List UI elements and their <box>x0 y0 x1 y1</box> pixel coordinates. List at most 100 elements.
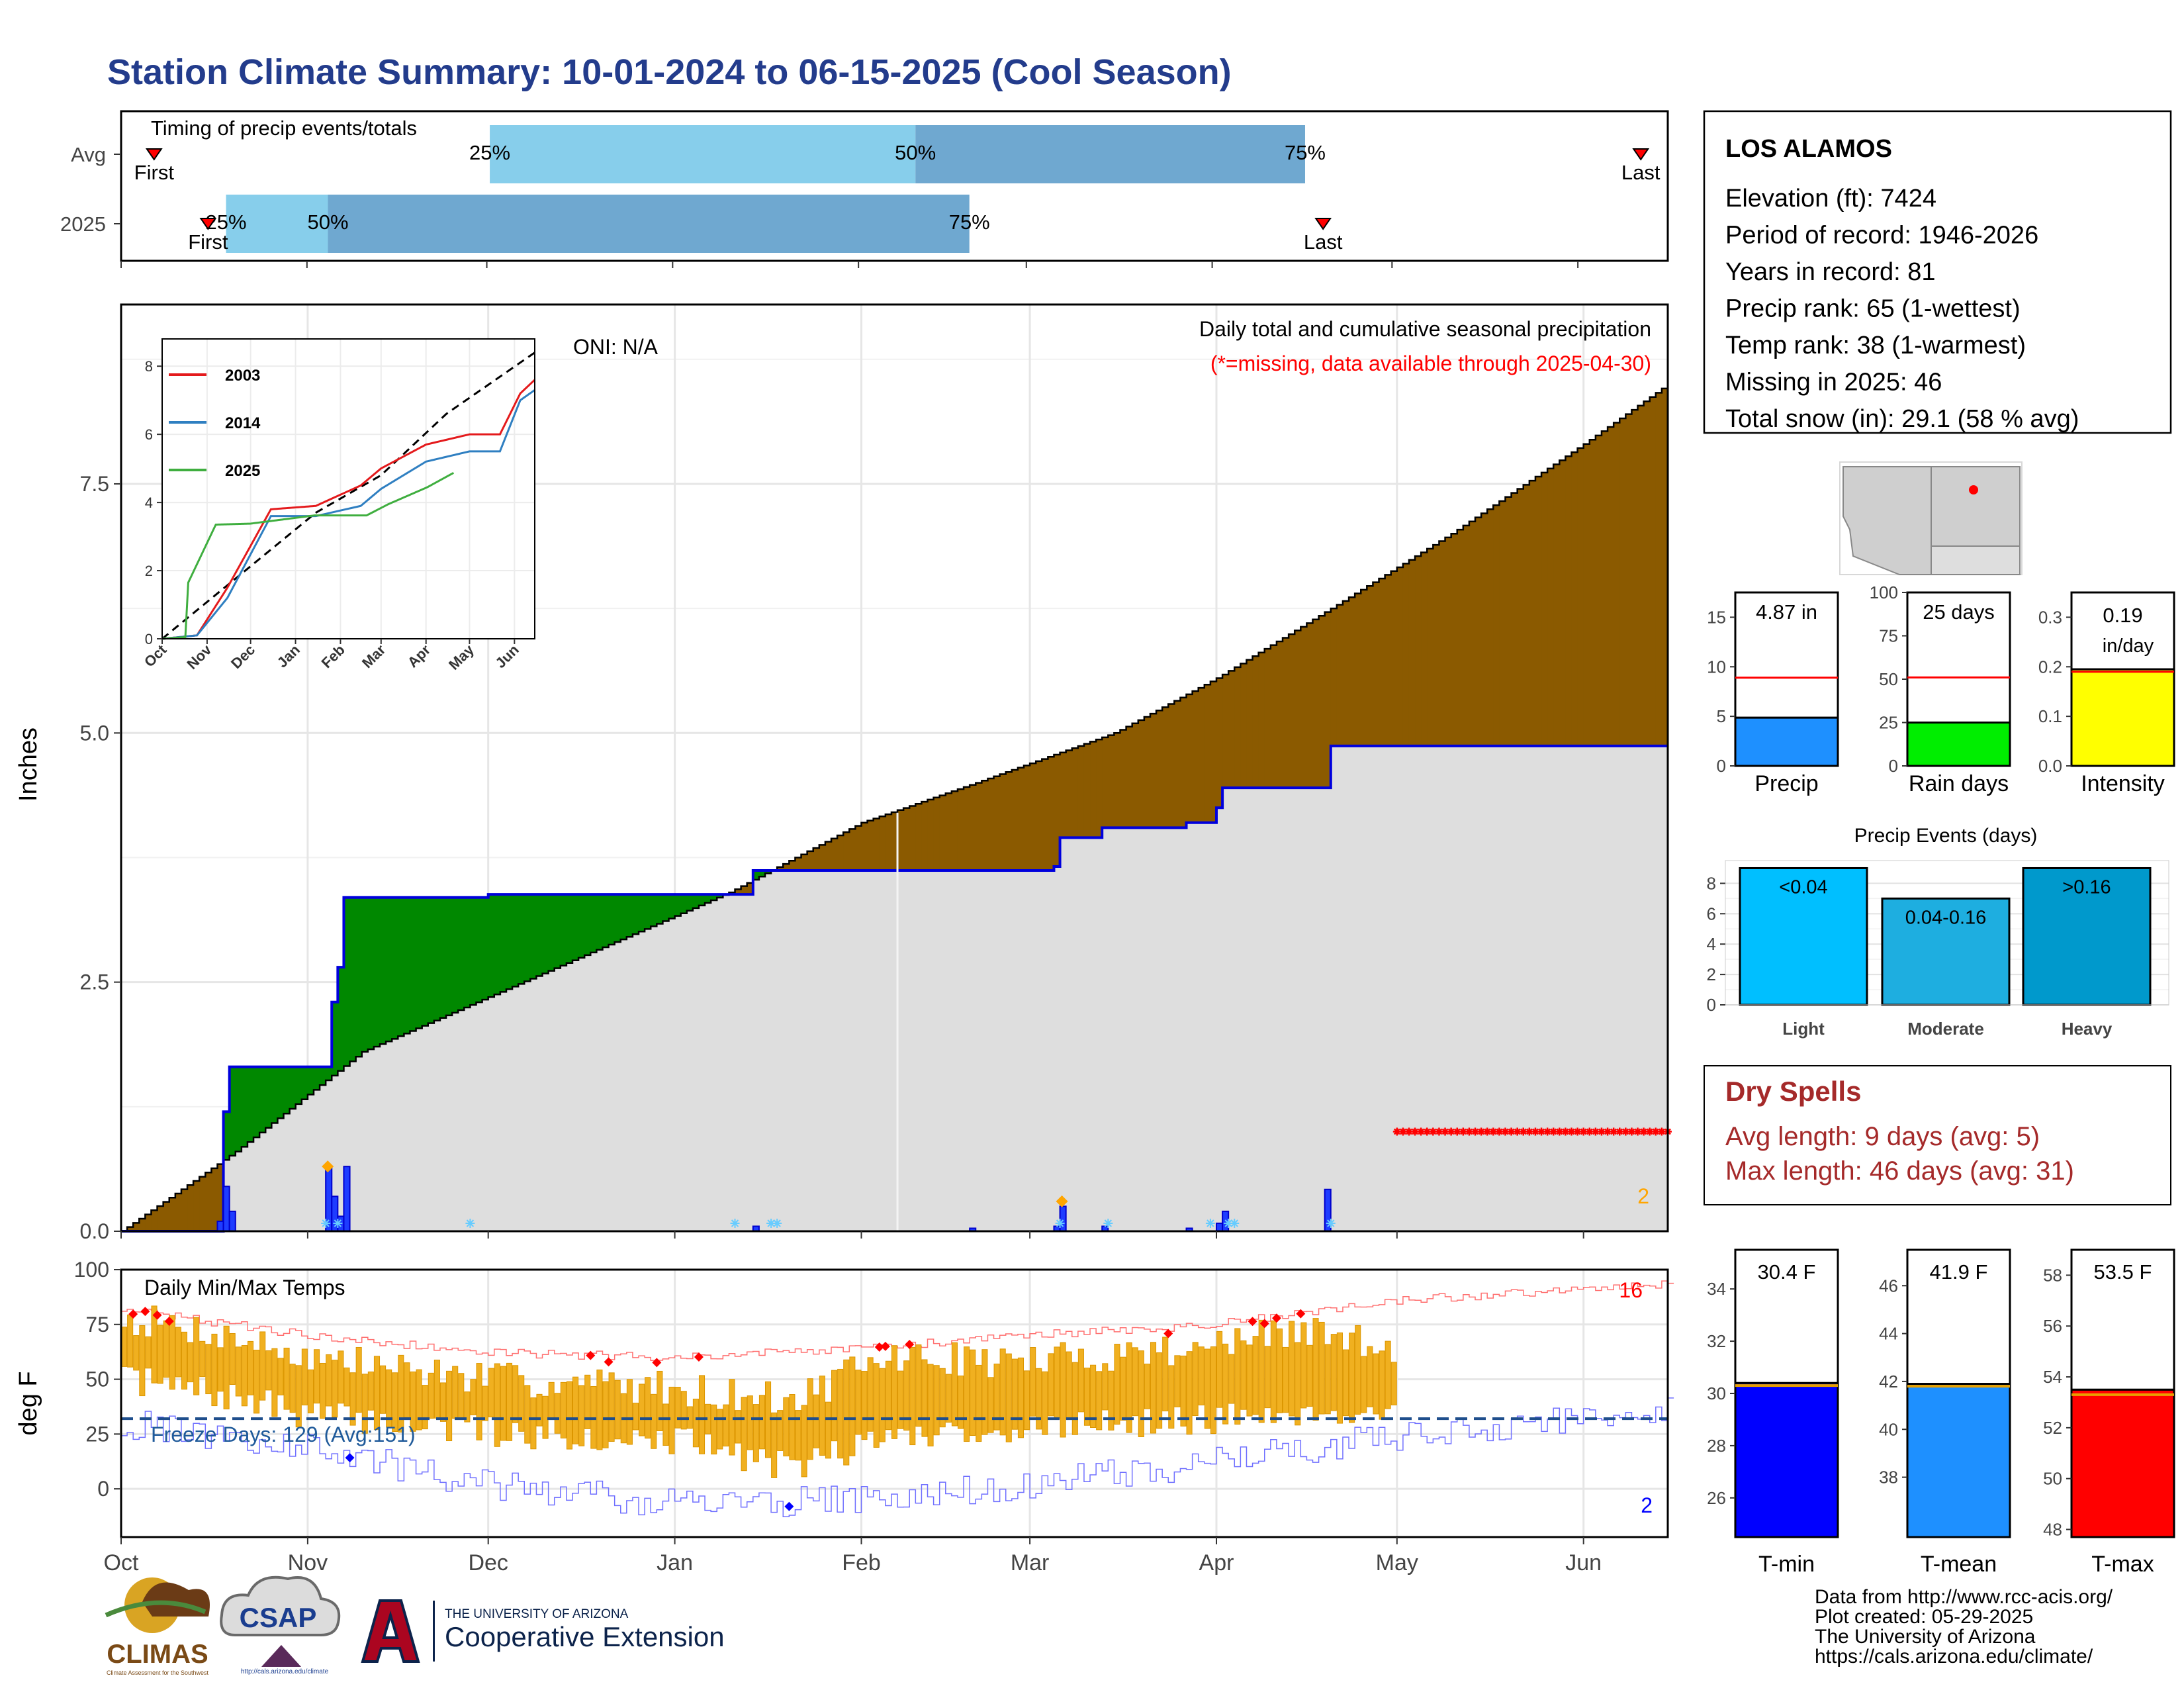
daily-temp-bar <box>446 1370 453 1442</box>
deficit-area <box>801 854 808 871</box>
daily-temp-bar <box>632 1403 639 1430</box>
timing-marker-icon <box>1314 218 1332 230</box>
daily-temp-bar <box>1283 1346 1289 1413</box>
deficit-area <box>1126 726 1133 828</box>
daily-temp-bar <box>1342 1349 1349 1417</box>
daily-temp-bar <box>981 1349 988 1435</box>
deficit-area <box>1083 743 1091 838</box>
daily-precip-bar <box>1059 1205 1067 1233</box>
inset-legend-label: 2025 <box>225 462 260 480</box>
daily-temp-bar <box>903 1360 910 1431</box>
surplus-area <box>326 1066 332 1081</box>
deficit-area <box>795 857 802 871</box>
new-mexico-shape <box>1931 466 2021 547</box>
daily-temp-bar <box>1174 1355 1181 1407</box>
daily-temp-bar <box>199 1340 206 1378</box>
dry-spells-avg: Avg length: 9 days (avg: 5) <box>1725 1122 2040 1151</box>
missing-note: (*=missing, data available through 2025-… <box>1210 352 1651 375</box>
surplus-area <box>416 897 423 1029</box>
deficit-area <box>1192 690 1199 823</box>
temp-panel: 0 25 50 75 100 Oct Nov Dec Jan Feb Mar Apr May Jun de… <box>15 1258 1674 1575</box>
surplus-area <box>361 897 369 1053</box>
deficit-area <box>133 1223 140 1231</box>
oni-label: ONI: N/A <box>573 335 659 359</box>
surplus-area <box>488 894 495 998</box>
deficit-area <box>1577 447 1584 746</box>
month-tick-label: Apr <box>1199 1550 1234 1575</box>
daily-temp-bar <box>253 1350 260 1414</box>
daily-temp-bar <box>1017 1357 1024 1438</box>
daily-temp-bar <box>1005 1353 1012 1442</box>
missing-data-marker-icon <box>1591 1127 1600 1136</box>
daily-temp-bar <box>1180 1355 1187 1427</box>
deficit-area <box>1258 652 1265 788</box>
missing-data-marker-icon <box>1495 1127 1504 1136</box>
mini-temp-tick-label: 42 <box>1879 1372 1898 1391</box>
daily-temp-bar <box>458 1373 465 1419</box>
deficit-area <box>999 774 1007 871</box>
surplus-area <box>752 870 760 880</box>
daily-temp-bar <box>945 1374 952 1423</box>
missing-data-marker-icon <box>1627 1127 1636 1136</box>
mini-precip-box <box>1734 591 1839 719</box>
mini-precip-tick-label: 0.0 <box>2038 756 2062 776</box>
daily-temp-bar <box>933 1365 940 1436</box>
deficit-area <box>1318 616 1326 788</box>
inset-y-tick-label: 4 <box>145 494 153 511</box>
surplus-area <box>428 897 435 1023</box>
daily-temp-bar <box>223 1325 230 1410</box>
mini-temp-label: T-min <box>1758 1552 1815 1577</box>
daily-temp-bar <box>289 1364 296 1413</box>
daily-temp-bar <box>867 1357 874 1432</box>
surplus-area <box>686 894 694 911</box>
daily-temp-bar <box>915 1344 922 1427</box>
deficit-area <box>169 1197 176 1231</box>
surplus-area <box>452 897 459 1013</box>
csap-logo-text: CSAP <box>240 1602 317 1633</box>
mini-precip-label: Rain days <box>1909 771 2009 796</box>
timing-marker-label: First <box>134 161 175 184</box>
record-low-count: 2 <box>1641 1493 1653 1517</box>
surplus-area <box>651 894 657 927</box>
daily-temp-bar <box>1114 1344 1120 1425</box>
daily-temp-bar <box>777 1410 784 1451</box>
daily-temp-bar <box>271 1348 278 1417</box>
daily-temp-bar <box>1048 1353 1054 1417</box>
daily-temp-bar <box>1204 1348 1210 1429</box>
surplus-area <box>404 897 411 1034</box>
daily-temp-bar <box>1042 1371 1048 1435</box>
deficit-area <box>1283 637 1289 788</box>
daily-temp-bar <box>452 1366 459 1419</box>
surplus-area <box>536 894 543 976</box>
record-high-marker-icon <box>1271 1313 1281 1323</box>
climas-logo: CLIMAS Climate Assessment for the Southw… <box>105 1577 210 1676</box>
surplus-area <box>277 1066 285 1119</box>
deficit-area <box>879 816 886 871</box>
surplus-area <box>367 897 375 1050</box>
deficit-area <box>1553 464 1560 746</box>
missing-data-marker-icon <box>1404 1127 1413 1136</box>
inset-series-2003-line <box>161 379 536 640</box>
station-info-line: Total snow (in): 29.1 (58 % avg) <box>1725 405 2079 433</box>
mini-precip-box <box>1906 591 2011 724</box>
deficit-area <box>1300 626 1307 788</box>
daily-temp-bar <box>987 1377 994 1433</box>
daily-temp-bar <box>783 1397 790 1457</box>
events-tick-label: 4 <box>1707 934 1716 954</box>
event-bar-label: Heavy <box>2062 1019 2113 1039</box>
surplus-area <box>711 894 717 900</box>
surplus-area <box>386 897 392 1042</box>
surplus-area <box>343 897 351 1066</box>
daily-temp-bar <box>1240 1340 1247 1410</box>
daily-temp-bar <box>692 1398 699 1448</box>
surplus-area <box>680 894 688 914</box>
deficit-area <box>1427 548 1433 746</box>
daily-temp-bar <box>139 1325 146 1397</box>
daily-temp-bar <box>831 1370 838 1442</box>
daily-temp-bar <box>1162 1336 1169 1412</box>
deficit-area <box>1625 414 1633 746</box>
deficit-area <box>1661 388 1668 746</box>
daily-temp-bar <box>1126 1342 1132 1433</box>
missing-data-marker-icon <box>1561 1127 1570 1136</box>
surplus-area <box>398 897 404 1037</box>
